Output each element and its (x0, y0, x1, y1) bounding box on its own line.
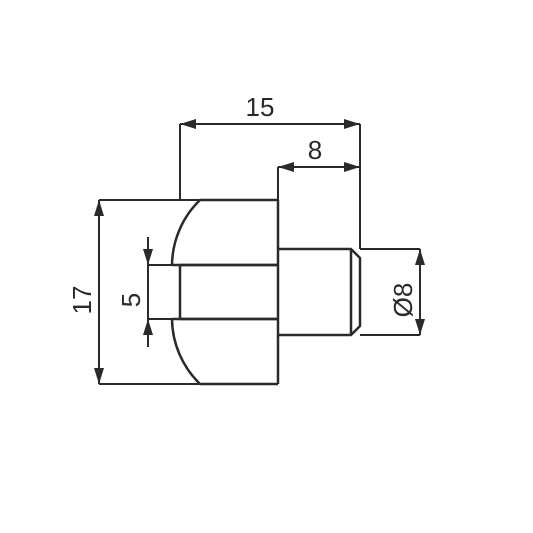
dimension-lines (99, 124, 420, 384)
dim-label: 17 (67, 286, 97, 315)
dim-label: 8 (308, 135, 322, 165)
part-outline (172, 200, 360, 384)
dim-label: 15 (246, 92, 275, 122)
dim-label: Ø8 (388, 283, 418, 318)
dim-label: 5 (116, 293, 146, 307)
dimension-labels: 15 8 17 5 Ø8 (67, 92, 418, 317)
technical-drawing: 15 8 17 5 Ø8 (0, 0, 533, 533)
